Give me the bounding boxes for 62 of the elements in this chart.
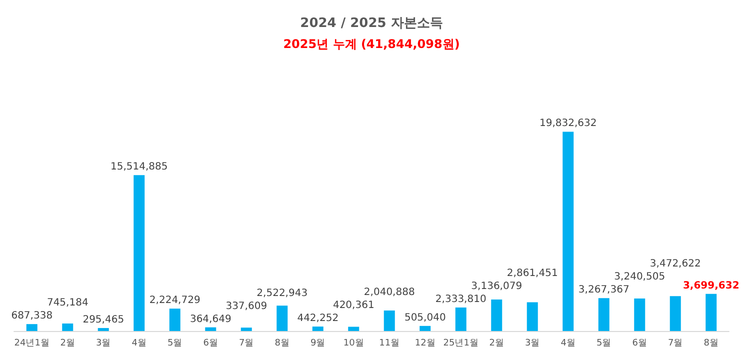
- x-tick-label: 7월: [668, 338, 683, 348]
- x-tick-label: 9월: [310, 338, 326, 348]
- data-label: 295,465: [82, 314, 124, 326]
- x-tick-label: 11월: [379, 338, 400, 348]
- x-tick-label: 6월: [203, 338, 218, 348]
- bar: [205, 327, 216, 331]
- data-label: 2,861,451: [506, 268, 558, 280]
- data-label: 3,267,367: [578, 284, 630, 296]
- x-tick-label: 4월: [560, 338, 576, 348]
- bar: [562, 132, 574, 331]
- chart-title: 2024 / 2025 자본소득: [300, 16, 443, 31]
- x-tick-label: 12월: [414, 338, 436, 348]
- bar: [420, 326, 431, 331]
- data-label: 15,514,885: [110, 162, 168, 173]
- bar: [348, 326, 360, 331]
- x-tick-label: 2월: [60, 338, 75, 348]
- data-label: 2,224,729: [149, 295, 200, 306]
- bar: [526, 302, 538, 331]
- data-label: 745,184: [46, 298, 88, 309]
- data-label: 2,040,888: [364, 287, 415, 298]
- x-tick-label: 4월: [132, 338, 146, 348]
- bar: [276, 306, 288, 331]
- bar: [62, 324, 74, 331]
- bar: [634, 298, 646, 331]
- x-tick-label: 5월: [168, 338, 182, 348]
- data-label: 364,649: [190, 314, 232, 325]
- x-tick-label: 3월: [525, 338, 540, 348]
- bar: [98, 328, 109, 331]
- x-tick-label: 8월: [704, 338, 718, 348]
- bar: [26, 324, 38, 331]
- data-label: 2,522,943: [256, 288, 308, 299]
- bar: [706, 294, 717, 331]
- data-label: 505,040: [404, 312, 446, 324]
- bar: [384, 310, 395, 331]
- bar: [670, 296, 681, 331]
- bar: [455, 308, 466, 331]
- data-label: 3,699,632: [682, 280, 740, 292]
- x-tick-label: 10월: [343, 338, 364, 348]
- data-label: 442,252: [297, 313, 339, 324]
- bar: [491, 299, 502, 331]
- data-label: 687,338: [11, 310, 53, 322]
- x-tick-label: 25년1월: [443, 338, 478, 348]
- bar: [169, 308, 180, 331]
- data-label: 420,361: [332, 300, 374, 312]
- bar: [134, 175, 145, 331]
- data-label: 3,240,505: [614, 272, 666, 283]
- x-tick-label: 7월: [239, 338, 254, 348]
- x-tick-label: 3월: [96, 338, 111, 348]
- bar: [598, 298, 610, 331]
- data-label: 3,136,079: [471, 281, 522, 292]
- x-tick-label: 24년1월: [14, 338, 50, 348]
- x-tick-label: 6월: [632, 338, 647, 348]
- chart-subtitle: 2025년 누계 (41,844,098원): [283, 37, 460, 51]
- data-label: 3,472,622: [650, 258, 701, 270]
- data-label: 337,609: [226, 300, 268, 312]
- x-tick-label: 2월: [489, 338, 504, 348]
- bar: [240, 328, 252, 331]
- data-label: 19,832,632: [539, 118, 597, 130]
- x-tick-label: 5월: [596, 338, 612, 348]
- bar: [312, 326, 324, 331]
- x-tick-label: 8월: [274, 338, 290, 348]
- data-label: 2,333,810: [435, 294, 486, 306]
